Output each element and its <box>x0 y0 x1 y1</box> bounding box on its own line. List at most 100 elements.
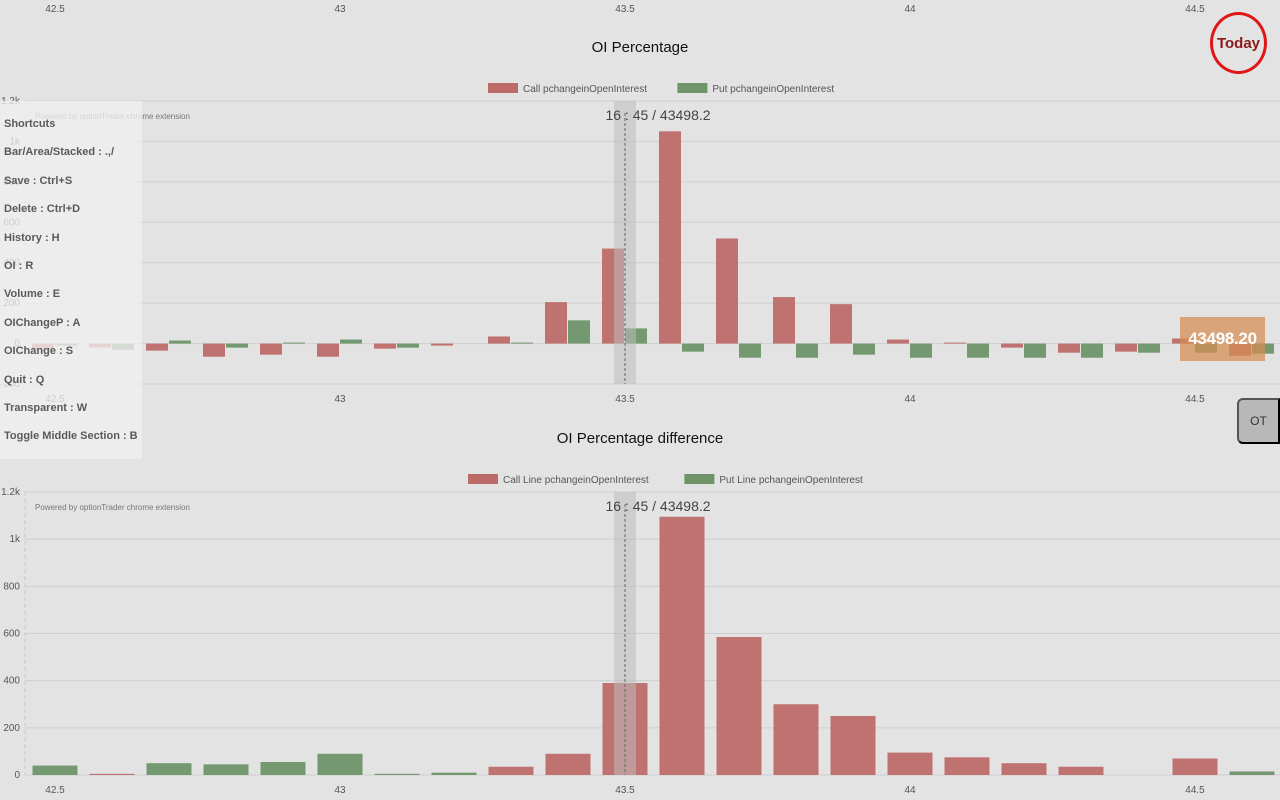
bar-put <box>340 339 362 344</box>
y-tick-label: 1k <box>9 534 21 545</box>
bar-put <box>169 340 191 344</box>
bar-call <box>830 304 852 344</box>
shortcut-oichangep: OIChangeP : A <box>4 316 81 329</box>
legend-swatch <box>468 474 498 484</box>
x-tick-label: 44 <box>904 394 916 405</box>
top-x-axis: 42.5 43 43.5 44 44.5 <box>45 4 1205 15</box>
bar-put <box>739 343 761 358</box>
shortcut-history: History : H <box>4 231 60 244</box>
bar-put <box>283 342 305 344</box>
y-tick-label: 400 <box>3 676 20 687</box>
bar-call <box>716 637 762 775</box>
top-axis-tick-label: 44 <box>904 4 916 15</box>
bar-call <box>374 343 396 349</box>
y-tick-label: 800 <box>3 581 20 592</box>
cursor-label: 16 : 45 / 43498.2 <box>605 498 710 514</box>
legend-label: Put pchangeinOpenInterest <box>712 84 834 95</box>
chart-title: OI Percentage <box>592 39 689 56</box>
cursor-label: 16 : 45 / 43498.2 <box>605 107 710 123</box>
today-button[interactable]: Today <box>1210 12 1267 74</box>
legend-label: Call Line pchangeinOpenInterest <box>503 475 649 486</box>
x-tick-label: 42.5 <box>45 785 65 796</box>
bar-call <box>944 342 966 344</box>
bar-call <box>944 757 990 775</box>
legend-label: Call pchangeinOpenInterest <box>523 84 647 95</box>
bar-call <box>260 343 282 355</box>
legend-swatch <box>677 83 708 93</box>
bar-put <box>32 765 78 775</box>
top-axis-tick-label: 42.5 <box>45 4 65 15</box>
bar-put <box>260 762 306 775</box>
bar-put <box>1138 343 1160 353</box>
bar-call <box>830 716 876 775</box>
bar-put <box>967 343 989 358</box>
bar-call <box>431 343 453 346</box>
shortcut-volume: Volume : E <box>4 288 61 301</box>
x-tick-label: 43.5 <box>615 785 635 796</box>
ot-button[interactable]: OT <box>1237 398 1280 444</box>
bar-call <box>203 343 225 357</box>
bar-put <box>682 343 704 352</box>
bar-call <box>146 343 168 351</box>
watermark-text: Powered by optionTrader chrome extension <box>35 503 190 512</box>
bar-put <box>203 764 249 775</box>
top-axis-tick-label: 43 <box>334 4 346 15</box>
bar-call <box>1115 343 1137 352</box>
bar-call <box>1001 343 1023 348</box>
bar-call <box>1058 343 1080 353</box>
bar-call <box>659 131 681 344</box>
bar-call <box>488 336 510 344</box>
bar-call <box>1001 763 1047 775</box>
bar-call <box>1172 758 1218 775</box>
y-tick-label: 1.2k <box>1 487 21 498</box>
bar-call <box>317 343 339 357</box>
bar-call <box>887 752 933 775</box>
bar-put <box>317 753 363 775</box>
bar-put <box>374 773 420 775</box>
bar-call <box>716 238 738 344</box>
legend-swatch <box>684 474 715 484</box>
bar-call <box>1058 766 1104 775</box>
bar-put <box>910 343 932 358</box>
bar-put <box>1229 771 1275 775</box>
bar-call <box>887 339 909 344</box>
oi-percentage-difference-chart: 0 200 400 600 800 1k 1.2k 42.5 43 43.5 44 44.5 OI Pe… <box>1 430 1280 796</box>
bar-put <box>226 343 248 348</box>
bar-put <box>568 320 590 344</box>
y-tick-label: 0 <box>14 770 20 781</box>
shortcuts-panel: Shortcuts Bar/Area/Stacked : .,/ Save : … <box>0 101 142 459</box>
top-axis-tick-label: 44.5 <box>1185 4 1205 15</box>
x-tick-label: 43 <box>334 394 346 405</box>
x-tick-label: 44 <box>904 785 916 796</box>
x-tick-label: 44.5 <box>1185 785 1205 796</box>
shortcut-delete: Delete : Ctrl+D <box>4 203 81 216</box>
bar-call <box>773 297 795 344</box>
cursor-band <box>614 492 636 775</box>
shortcut-oi: OI : R <box>4 259 34 272</box>
y-tick-label: 200 <box>3 723 20 734</box>
bar-call <box>545 753 591 775</box>
bar-call <box>773 704 819 775</box>
shortcuts-heading: Shortcuts <box>4 118 56 130</box>
bar-call <box>488 766 534 775</box>
shortcut-save: Save : Ctrl+S <box>4 174 73 187</box>
y-tick-label: 600 <box>3 629 20 640</box>
bar-call <box>545 302 567 344</box>
shortcut-toggle-middle: Toggle Middle Section : B <box>4 430 138 443</box>
current-price-badge: 43498.20 <box>1180 317 1265 361</box>
chart-title: OI Percentage difference <box>557 430 724 447</box>
legend-swatch <box>488 83 518 93</box>
legend-label: Put Line pchangeinOpenInterest <box>719 475 863 486</box>
bar-put <box>511 342 533 344</box>
shortcut-transparent: Transparent : W <box>4 401 88 414</box>
shortcut-oichange: OIChange : S <box>4 345 74 358</box>
shortcut-quit: Quit : Q <box>4 373 45 386</box>
x-tick-label: 44.5 <box>1185 394 1205 405</box>
bar-put <box>146 763 192 775</box>
bar-call <box>89 773 135 775</box>
bar-put <box>431 772 477 775</box>
bar-put <box>1024 343 1046 358</box>
bar-put <box>853 343 875 355</box>
shortcut-bar-area-stacked: Bar/Area/Stacked : .,/ <box>4 146 115 159</box>
